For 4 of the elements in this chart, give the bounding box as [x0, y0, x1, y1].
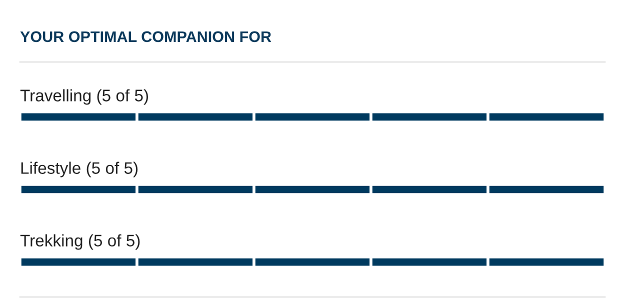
chart-title: YOUR OPTIMAL COMPANION FOR: [20, 31, 272, 42]
y-tick-label: Trekking (5 of 5): [20, 234, 140, 250]
y-tick-label: Lifestyle (5 of 5): [21, 162, 138, 178]
y-tick-label: Travelling (5 of 5): [20, 89, 148, 105]
